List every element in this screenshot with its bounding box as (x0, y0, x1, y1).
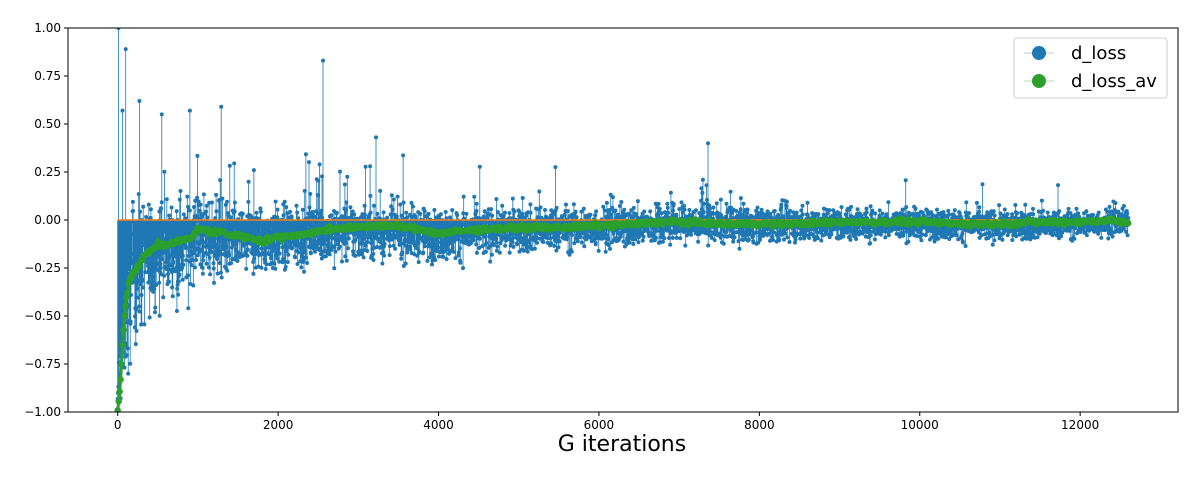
y-tick-label: 0.25 (34, 165, 61, 179)
legend: d_loss d_loss_av (1013, 37, 1168, 99)
series-d_loss_av (114, 214, 1132, 412)
legend-entry-d_loss_av: d_loss_av (1024, 71, 1157, 92)
legend-box (1013, 37, 1168, 99)
y-tick-label: 0.00 (34, 213, 61, 227)
legend-label: d_loss_av (1071, 71, 1157, 92)
y-tick-label: −0.75 (24, 357, 61, 371)
legend-marker (1032, 74, 1046, 88)
y-axis: −1.00 −0.75 −0.50 −0.25 0.00 0.25 0.50 0.75 1.00 (24, 21, 68, 419)
d_loss_av-markers (114, 215, 1132, 412)
x-tick-label: 10000 (901, 418, 939, 432)
y-tick-label: −0.25 (24, 261, 61, 275)
series-d_loss (115, 28, 1131, 401)
legend-label: d_loss (1071, 43, 1126, 64)
x-axis: 0 2000 4000 6000 8000 10000 12000 (114, 412, 1099, 432)
series-layer (114, 28, 1132, 412)
legend-marker (1032, 46, 1046, 60)
y-tick-label: 0.50 (34, 117, 61, 131)
x-tick-label: 0 (114, 418, 122, 432)
y-tick-label: −1.00 (24, 405, 61, 419)
y-tick-label: −0.50 (24, 309, 61, 323)
y-tick-label: 0.75 (34, 69, 61, 83)
x-tick-label: 6000 (584, 418, 615, 432)
legend-entry-d_loss: d_loss (1024, 43, 1126, 64)
x-tick-label: 8000 (744, 418, 775, 432)
x-tick-label: 4000 (423, 418, 454, 432)
d_loss-markers (115, 28, 1131, 401)
y-tick-label: 1.00 (34, 21, 61, 35)
x-tick-label: 12000 (1061, 418, 1099, 432)
x-tick-label: 2000 (263, 418, 294, 432)
x-axis-label: G iterations (558, 432, 686, 457)
